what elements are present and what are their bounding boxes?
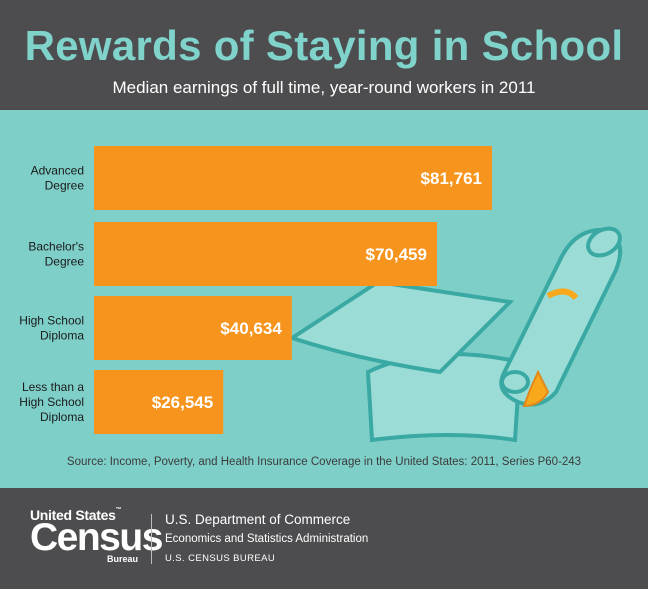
diploma-scroll — [499, 227, 623, 407]
value-label-1: $81,761 — [421, 169, 482, 188]
department-name: U.S. Department of Commerce — [165, 512, 351, 527]
logo-top-text: United States™ — [30, 507, 122, 523]
value-label-3: $40,634 — [220, 319, 282, 338]
value-label-2: $70,459 — [366, 245, 427, 264]
bar-1 — [94, 146, 492, 210]
diploma-ribbon — [546, 288, 579, 301]
category-label-1: Advanced Degree — [31, 164, 85, 193]
diploma-scroll-bottom — [500, 370, 530, 394]
category-label-3: High School Diploma — [19, 314, 84, 343]
census-logo[interactable]: United States™ Census Bureau — [30, 507, 163, 567]
cap-tassel — [522, 369, 550, 408]
category-labels: Advanced Degree Bachelor's Degree High Schoo… — [19, 164, 84, 425]
chart-area: Advanced Degree Bachelor's Degree High Schoo… — [0, 110, 648, 488]
chart-title: Rewards of Staying in School — [24, 22, 624, 69]
value-labels: $81,761 $70,459 $40,634 $26,545 — [152, 169, 482, 412]
footer-divider — [151, 514, 152, 564]
category-label-4: Less than a High School Diploma — [19, 380, 84, 424]
source-note: Source: Income, Poverty, and Health Insu… — [66, 456, 582, 468]
logo-bottom-text: Bureau — [106, 554, 138, 564]
bars — [94, 146, 492, 434]
value-label-4: $26,545 — [152, 393, 213, 412]
category-label-2: Bachelor's Degree — [28, 240, 84, 269]
department-info: U.S. Department of Commerce Economics an… — [165, 512, 368, 564]
bar-4 — [94, 370, 224, 434]
bar-chart: Advanced Degree Bachelor's Degree High Schoo… — [19, 146, 623, 443]
logo-main-text: Census — [30, 516, 163, 559]
chart-subtitle: Median earnings of full time, year-round… — [112, 78, 536, 97]
cap-board — [287, 279, 515, 375]
diploma-scroll-end — [586, 226, 622, 258]
footer-band: United States™ Census Bureau U.S. Depart… — [0, 488, 648, 589]
administration-name: Economics and Statistics Administration — [165, 533, 369, 545]
graduation-cap-illustration — [287, 226, 623, 443]
bar-2 — [94, 222, 437, 286]
bureau-name: U.S. CENSUS BUREAU — [165, 553, 276, 564]
bar-3 — [94, 296, 292, 360]
header-band: Rewards of Staying in School Median earn… — [0, 0, 648, 110]
